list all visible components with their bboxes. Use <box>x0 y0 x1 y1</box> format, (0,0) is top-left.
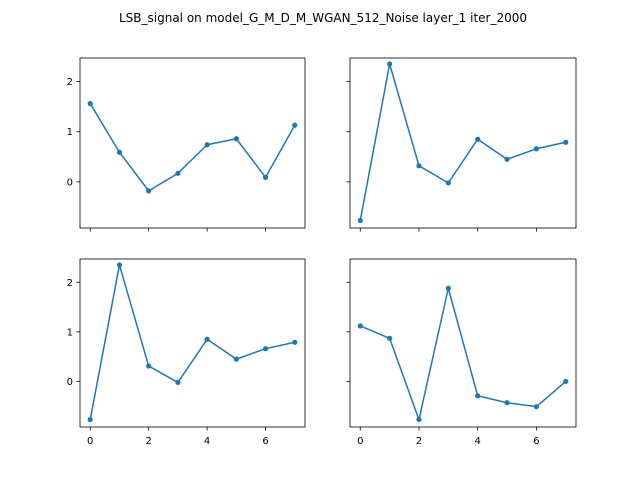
subplot-bottom-left: 0 2 4 6 0 1 2 <box>67 258 306 447</box>
x-tick-label: 4 <box>204 436 210 447</box>
axes-frame <box>349 57 577 229</box>
x-tick-label: 6 <box>262 436 268 447</box>
axes-frame <box>79 258 306 428</box>
subplot-bottom-right: 0 2 4 6 <box>346 258 577 447</box>
x-tick-label: 2 <box>416 436 422 447</box>
data-point <box>387 335 393 341</box>
subplot-top-left: 0 1 2 <box>67 57 306 232</box>
data-point <box>262 346 269 352</box>
data-point <box>116 149 123 155</box>
data-point <box>416 163 422 169</box>
data-point <box>475 136 481 142</box>
data-point <box>357 323 363 329</box>
data-point <box>357 217 363 224</box>
axes-frame <box>79 57 306 229</box>
data-point <box>563 378 569 385</box>
x-tick-label: 0 <box>357 436 363 447</box>
series-line <box>359 287 567 421</box>
data-point <box>292 122 298 128</box>
data-point <box>233 136 239 142</box>
data-point <box>87 101 93 107</box>
y-tick-label: 0 <box>67 177 73 188</box>
figure-title: LSB_signal on model_G_M_D_M_WGAN_512_Noi… <box>119 11 527 25</box>
series-line <box>89 264 296 421</box>
data-point <box>504 400 510 406</box>
y-tick-label: 1 <box>67 327 73 338</box>
subplots: 0 1 2 0 2 4 6 0 1 2 0 2 4 6 <box>67 57 577 447</box>
data-point <box>475 393 481 399</box>
data-point <box>533 404 539 410</box>
subplot-top-right <box>346 57 577 232</box>
x-tick-label: 4 <box>474 436 480 447</box>
data-point <box>175 379 181 385</box>
series-line <box>359 63 567 222</box>
data-point <box>262 174 269 180</box>
y-tick-label: 2 <box>67 77 73 88</box>
data-point <box>445 180 451 186</box>
data-point <box>445 285 451 291</box>
data-point <box>87 416 93 423</box>
y-tick-label: 1 <box>67 127 73 138</box>
data-point <box>204 142 210 148</box>
axes-frame <box>349 258 577 428</box>
data-point <box>292 339 298 345</box>
data-point <box>563 139 569 145</box>
data-point <box>504 156 510 162</box>
x-tick-label: 0 <box>87 436 93 447</box>
data-point <box>233 356 239 362</box>
data-point <box>146 363 152 369</box>
data-point <box>533 146 539 152</box>
data-point <box>146 188 152 194</box>
data-point <box>116 262 123 268</box>
y-tick-label: 2 <box>67 278 73 289</box>
x-tick-label: 2 <box>145 436 151 447</box>
y-tick-label: 0 <box>67 377 73 388</box>
data-point <box>175 170 181 176</box>
data-point <box>416 416 422 423</box>
data-point <box>387 61 393 67</box>
series-line <box>89 102 296 192</box>
data-point <box>204 336 210 342</box>
x-tick-label: 6 <box>533 436 539 447</box>
